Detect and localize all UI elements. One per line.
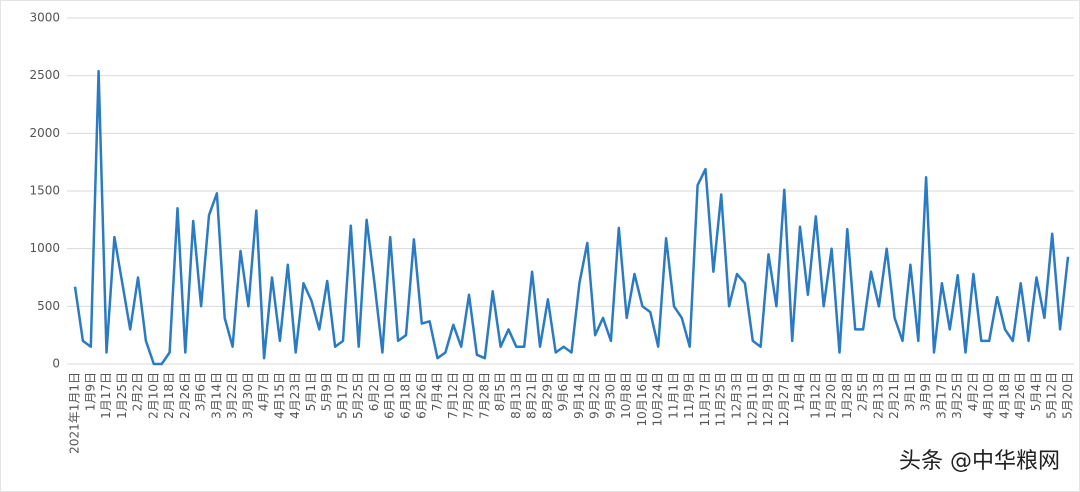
x-tick-label: 9月30日 [603,372,617,419]
x-tick-label: 7月28日 [477,372,491,419]
x-tick-label: 1月12日 [808,372,822,419]
y-tick-label: 2500 [29,68,60,82]
x-tick-label: 3月17日 [934,372,948,419]
x-tick-label: 12月27日 [777,372,791,427]
x-tick-label: 3月14日 [209,372,223,419]
x-tick-label: 10月24日 [651,372,665,427]
y-tick-label: 0 [52,357,60,371]
x-tick-label: 12月19日 [761,372,775,427]
x-tick-label: 5月17日 [335,372,349,419]
x-tick-label: 11月25日 [714,372,728,427]
x-tick-label: 2月2日 [131,372,145,411]
x-tick-label: 1月17日 [99,372,113,419]
x-tick-label: 10月16日 [635,372,649,427]
x-tick-label: 3月30日 [241,372,255,419]
x-tick-label: 3月22日 [225,372,239,419]
x-tick-label: 2月5日 [856,372,870,411]
x-tick-label: 8月5日 [493,372,507,411]
x-tick-label: 3月25日 [950,372,964,419]
x-tick-label: 11月17日 [698,372,712,427]
x-tick-label: 5月9日 [320,372,334,411]
x-tick-label: 3月1日 [903,372,917,411]
x-tick-label: 6月2日 [367,372,381,411]
x-tick-label: 9月22日 [588,372,602,419]
x-tick-label: 11月1日 [666,372,680,419]
x-tick-label: 6月18日 [399,372,413,419]
x-tick-label: 5月1日 [304,372,318,411]
x-tick-label: 4月23日 [288,372,302,419]
x-tick-label: 8月29日 [540,372,554,419]
x-tick-label: 8月13日 [509,372,523,419]
x-tick-label: 1月9日 [83,372,97,411]
x-tick-label: 3月6日 [194,372,208,411]
x-tick-label: 4月7日 [257,372,271,411]
x-tick-label: 1月28日 [840,372,854,419]
x-tick-label: 4月15日 [272,372,286,419]
x-tick-label: 2月21日 [887,372,901,419]
footer: 头条 @中华粮网 [899,449,1060,474]
y-tick-label: 3000 [29,11,60,25]
line [73,69,1070,366]
x-tick-label: 5月4日 [1029,372,1043,411]
x-tick-label: 4月10日 [982,372,996,419]
x-tick-label: 5月12日 [1045,372,1059,419]
x-tick-label: 9月6日 [556,372,570,411]
x-tick-label: 10月8日 [619,372,633,419]
x-tick-label: 4月2日 [966,372,980,411]
x-tick-label: 2月26日 [178,372,192,419]
x-tick-label: 2月13日 [871,372,885,419]
x-tick-label: 6月26日 [414,372,428,419]
x-tick-label: 4月26日 [1013,372,1027,419]
x-tick-label: 1月4日 [793,372,807,411]
x-tick-label: 8月21日 [525,372,539,419]
x-tick-label: 11月9日 [682,372,696,419]
x-tick-label: 4月18日 [997,372,1011,419]
x-tick-label: 9月14日 [572,372,586,419]
x-tick-label: 5月20日 [1061,372,1075,419]
x-tick-label: 3月9日 [919,372,933,411]
y-tick-label: 500 [37,299,60,313]
x-tick-label: 12月11日 [745,372,759,427]
x-tick-label: 7月20日 [462,372,476,419]
x-tick-label: 1月25日 [115,372,129,419]
y-tick-label: 2000 [29,126,60,140]
x-tick-label: 7月12日 [446,372,460,419]
x-tick-label: 5月25日 [351,372,365,419]
x-tick-label: 6月10日 [383,372,397,419]
x-tick-label: 2月10日 [146,372,160,419]
x-tick-label: 2月18日 [162,372,176,419]
x-tick-label: 1月20日 [824,372,838,419]
x-tick-label: 12月3日 [730,372,744,419]
y-tick-label: 1500 [29,184,60,198]
x-tick-label: 2021年1月1日 [68,372,82,454]
y-tick-label: 1000 [29,241,60,255]
x-tick-label: 7月4日 [430,372,444,411]
